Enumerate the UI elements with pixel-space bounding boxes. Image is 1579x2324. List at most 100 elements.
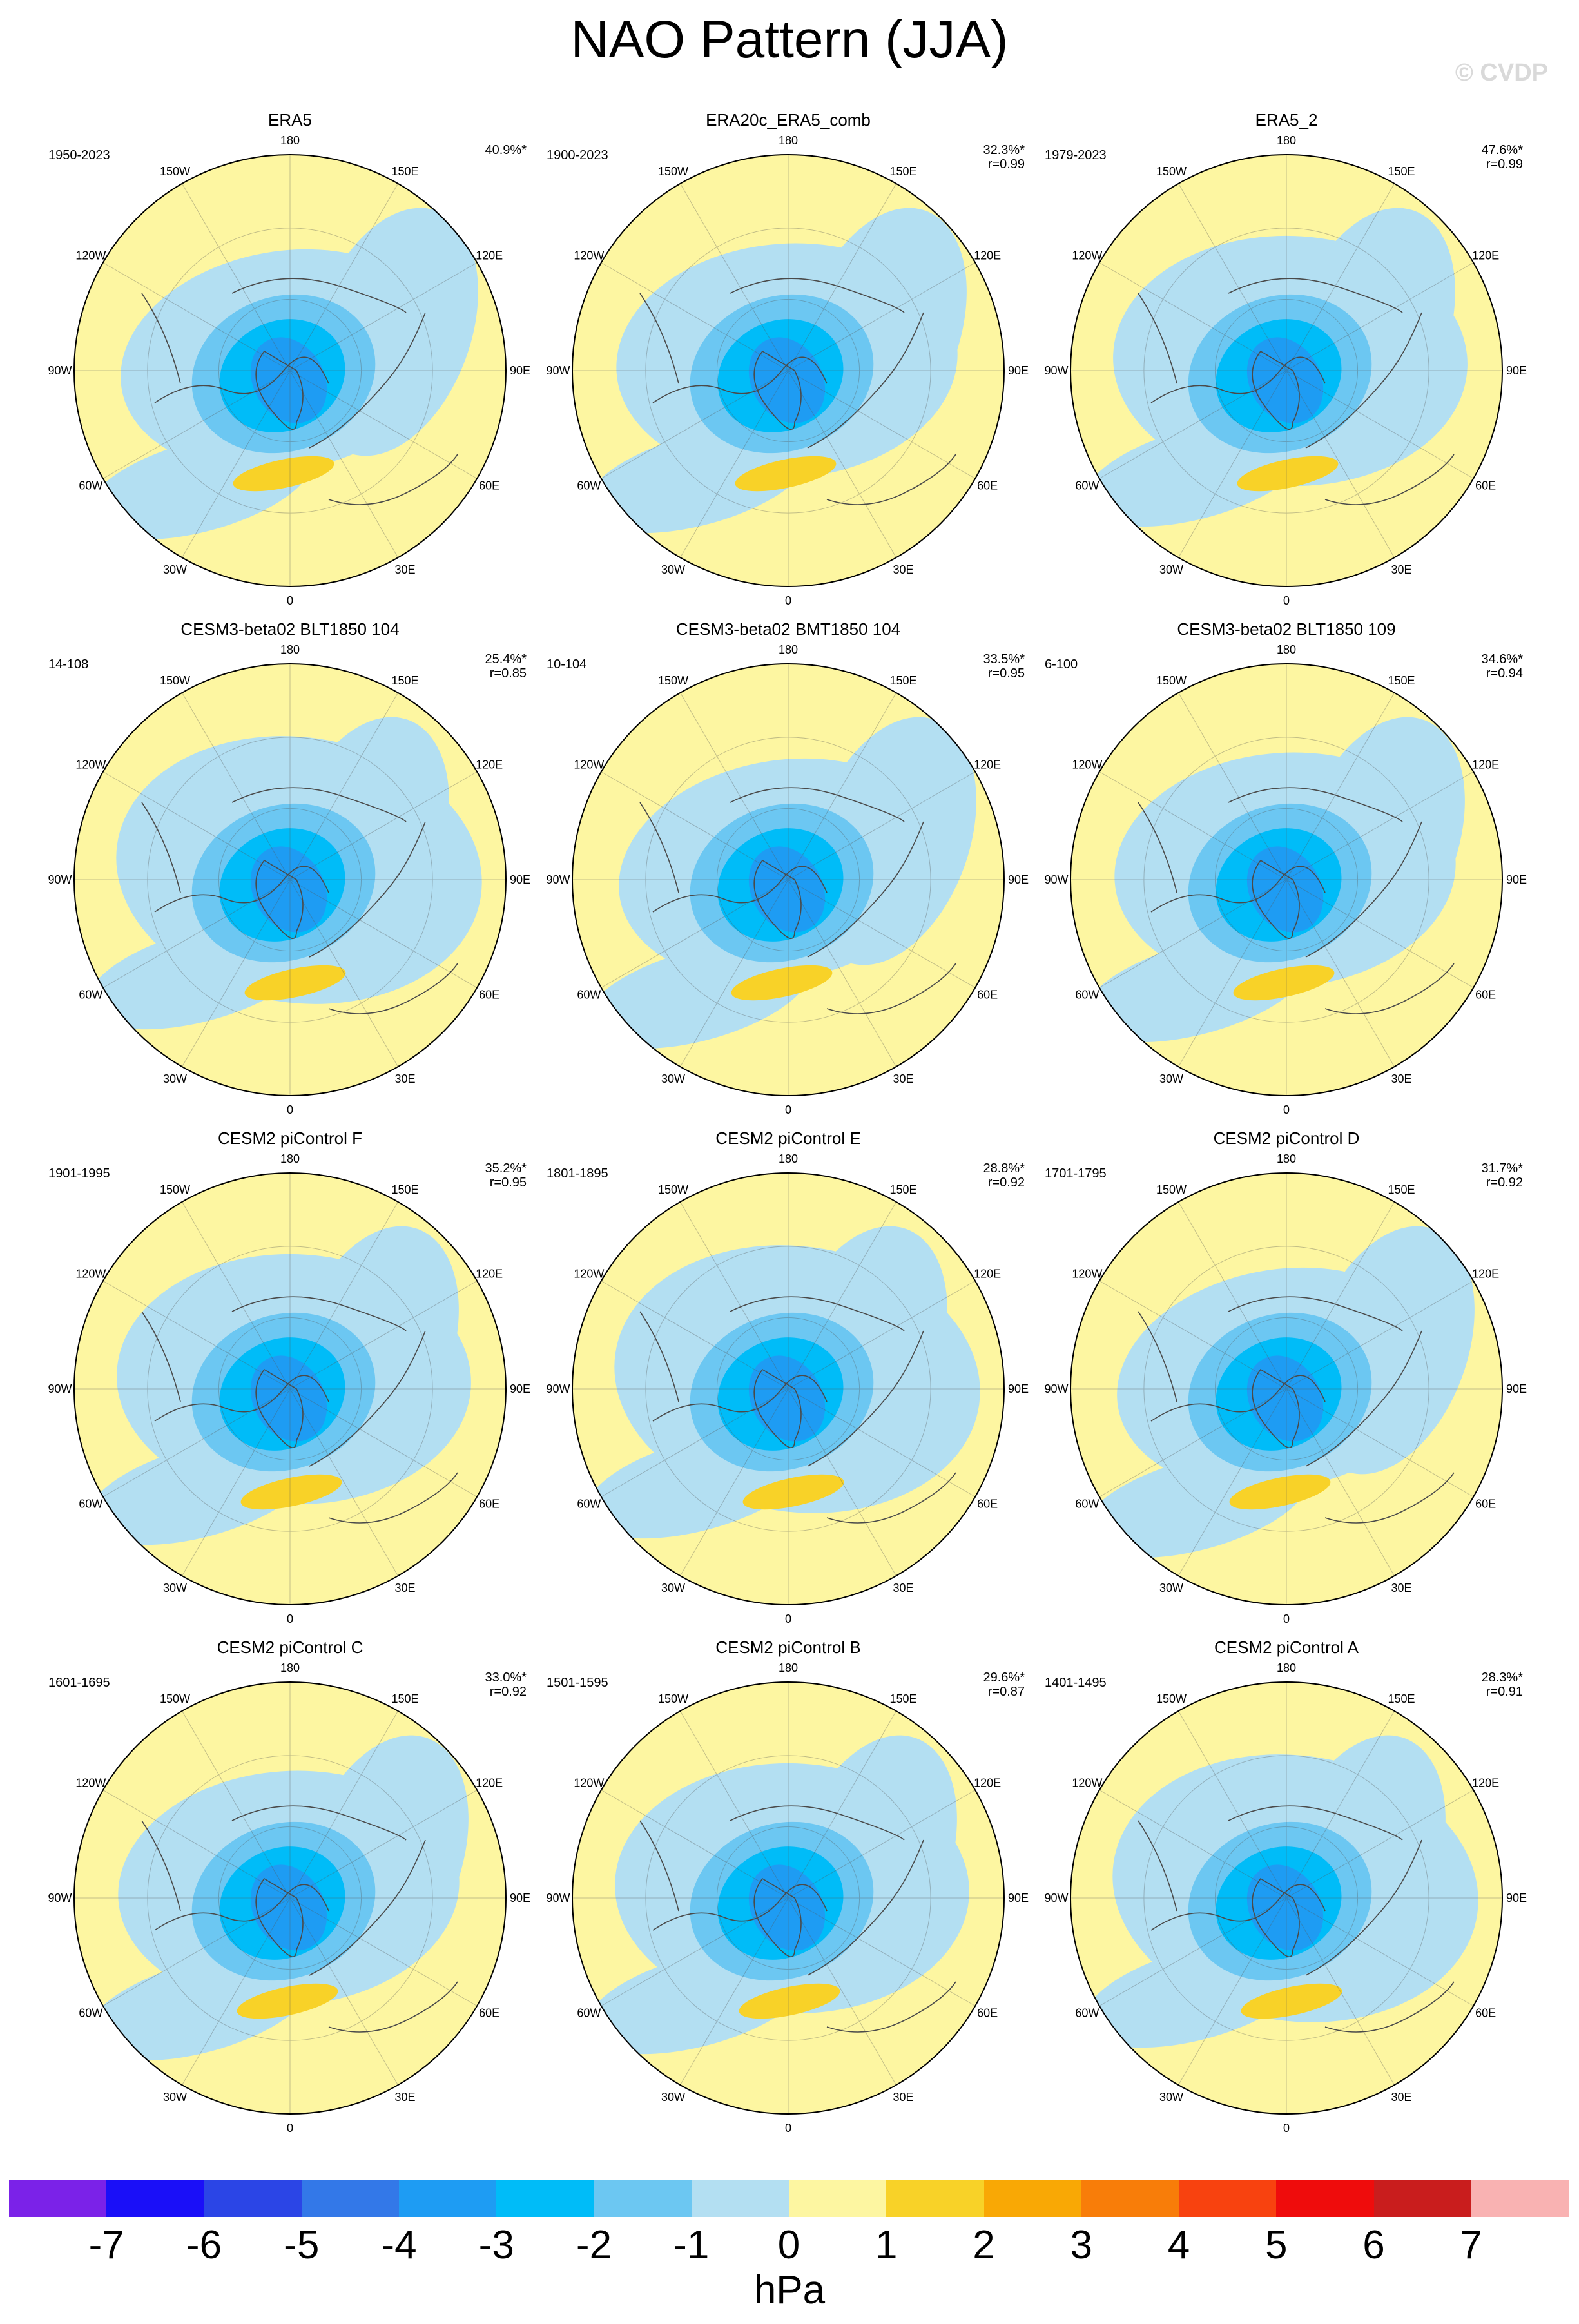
longitude-label: 60E xyxy=(977,989,998,1002)
map-panel: 180 150E 120E 90E 60E 30E 0 30W 60W 90W 120W 150W CE… xyxy=(35,1128,545,1631)
longitude-label: 0 xyxy=(287,594,293,607)
pattern-correlation: r=0.92 xyxy=(1486,1176,1523,1190)
longitude-label: 60E xyxy=(977,1498,998,1511)
polar-map: 180 150E 120E 90E 60E 30E 0 30W 60W 90W 120W 150W xyxy=(546,643,1029,1116)
panel-period: 6-100 xyxy=(1045,657,1078,672)
panel-title: CESM2 piControl F xyxy=(218,1128,362,1148)
longitude-label: 150W xyxy=(160,165,190,178)
colorbar-tick-label: 5 xyxy=(1265,2223,1288,2267)
panel-stats: 33.0%* r=0.92 xyxy=(485,1670,527,1699)
explained-variance: 28.3%* xyxy=(1481,1670,1524,1685)
coastlines xyxy=(639,278,956,505)
panel-title: CESM2 piControl C xyxy=(217,1638,363,1657)
longitude-label: 60E xyxy=(1475,989,1496,1002)
coastlines xyxy=(141,1296,458,1524)
panel-stats: 40.9%* xyxy=(485,143,527,157)
map-border xyxy=(1070,1172,1503,1605)
coastlines xyxy=(141,278,458,505)
colorbar-tick-label: 4 xyxy=(1167,2223,1190,2267)
coastlines xyxy=(1138,278,1455,505)
explained-variance: 40.9%* xyxy=(485,143,527,157)
longitude-label: 180 xyxy=(280,1661,300,1674)
colorbar-tick-label: -7 xyxy=(88,2223,124,2267)
colorbar-segment xyxy=(204,2180,302,2217)
longitude-label: 30W xyxy=(661,2091,685,2104)
positive-center-region xyxy=(742,1474,844,1510)
core-negative-region xyxy=(748,1864,826,1951)
panel-stats: 29.6%* r=0.87 xyxy=(983,1670,1025,1699)
map-border xyxy=(73,1172,507,1605)
longitude-label: 30W xyxy=(661,563,685,576)
longitude-label: 90E xyxy=(1506,1892,1527,1904)
longitude-label: 90W xyxy=(48,873,72,886)
panel-title: CESM2 piControl D xyxy=(1213,1128,1360,1148)
graticule xyxy=(572,155,1004,586)
weak-negative-region xyxy=(87,1954,313,2061)
longitude-label: 0 xyxy=(287,1103,293,1116)
longitude-label: 150W xyxy=(1156,165,1187,178)
coastlines xyxy=(1138,787,1455,1014)
longitude-label: 60E xyxy=(479,1498,499,1511)
longitude-label: 30E xyxy=(394,1582,415,1594)
positive-center-region xyxy=(244,965,346,1001)
pattern-correlation: r=0.95 xyxy=(489,1176,527,1190)
longitude-label: 60E xyxy=(479,479,499,492)
colorbar-segment xyxy=(983,2180,1082,2217)
longitude-label: 150E xyxy=(1388,1183,1415,1196)
coastlines xyxy=(639,787,956,1014)
longitude-label: 30W xyxy=(163,1072,187,1085)
longitude-label: 150W xyxy=(658,165,688,178)
longitude-label: 0 xyxy=(1283,594,1290,607)
positive-center-region xyxy=(739,1983,840,2019)
longitude-label: 0 xyxy=(1283,2122,1290,2135)
longitude-label: 60W xyxy=(1075,479,1099,492)
longitude-label: 60W xyxy=(1075,989,1099,1002)
longitude-label: 120W xyxy=(75,759,106,771)
longitude-label: 150W xyxy=(1156,674,1187,687)
panel-period: 1900-2023 xyxy=(547,148,608,162)
longitude-label: 90W xyxy=(48,364,72,377)
longitude-label: 120W xyxy=(75,1777,106,1790)
panel-stats: 35.2%* r=0.95 xyxy=(485,1161,527,1190)
coastlines xyxy=(1138,1805,1455,2033)
explained-variance: 28.8%* xyxy=(983,1161,1025,1176)
longitude-label: 150W xyxy=(1156,1692,1187,1705)
longitude-label: 0 xyxy=(287,2122,293,2135)
longitude-label: 180 xyxy=(1277,643,1296,656)
longitude-label: 150W xyxy=(160,674,190,687)
longitude-label: 90E xyxy=(510,364,530,377)
longitude-label: 120E xyxy=(476,759,503,771)
map-border xyxy=(73,1681,507,2115)
longitude-label: 60W xyxy=(79,2007,102,2020)
map-panel: 180 150E 120E 90E 60E 30E 0 30W 60W 90W 120W 150W CE… xyxy=(1032,619,1541,1121)
panel-stats: 28.3%* r=0.91 xyxy=(1482,1670,1524,1699)
core-negative-region xyxy=(250,337,327,423)
panel-stats: 32.3%* r=0.99 xyxy=(983,143,1025,171)
panel-title: CESM2 piControl E xyxy=(715,1128,861,1148)
panel-title: ERA20c_ERA5_comb xyxy=(706,110,871,130)
longitude-label: 90E xyxy=(1008,873,1029,886)
longitude-label: 30W xyxy=(163,2091,187,2104)
weak-negative-region xyxy=(1083,1451,1309,1558)
longitude-label: 90W xyxy=(546,364,570,377)
longitude-label: 120E xyxy=(1472,249,1499,262)
map-panel: 180 150E 120E 90E 60E 30E 0 30W 60W 90W 120W 150W CE… xyxy=(35,619,545,1121)
panel-period: 14-108 xyxy=(48,657,89,672)
graticule xyxy=(74,155,506,586)
longitude-label: 60E xyxy=(1475,1498,1496,1511)
longitude-label: 60W xyxy=(79,479,102,492)
longitude-label: 180 xyxy=(779,134,798,147)
coastlines xyxy=(1138,1296,1455,1524)
core-negative-region xyxy=(748,337,826,423)
panel-stats: 25.4%* r=0.85 xyxy=(485,652,527,681)
longitude-label: 30E xyxy=(1391,1072,1411,1085)
longitude-label: 30W xyxy=(1159,1582,1183,1594)
longitude-label: 0 xyxy=(785,1612,791,1625)
longitude-label: 90E xyxy=(1506,364,1527,377)
longitude-label: 150W xyxy=(658,674,688,687)
colorbar-tick-label: -6 xyxy=(186,2223,222,2267)
map-panel: 180 150E 120E 90E 60E 30E 0 30W 60W 90W 120W 150W CE… xyxy=(534,1128,1043,1631)
longitude-label: 180 xyxy=(779,1152,798,1165)
panel-period: 1901-1995 xyxy=(48,1167,110,1181)
longitude-label: 60W xyxy=(577,2007,601,2020)
